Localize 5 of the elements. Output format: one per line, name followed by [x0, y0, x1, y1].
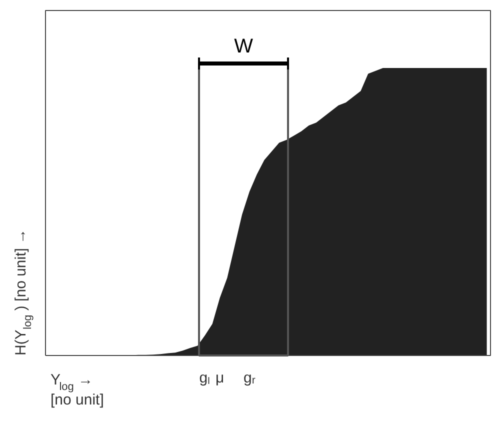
y-axis-title: H(Ylog) [no unit] →: [12, 228, 34, 356]
x-tick-label: μ: [215, 370, 224, 386]
x-tick-label: gᵣ: [243, 370, 256, 386]
x-tick-label: gₗ: [199, 370, 211, 386]
text: W: [234, 36, 254, 58]
